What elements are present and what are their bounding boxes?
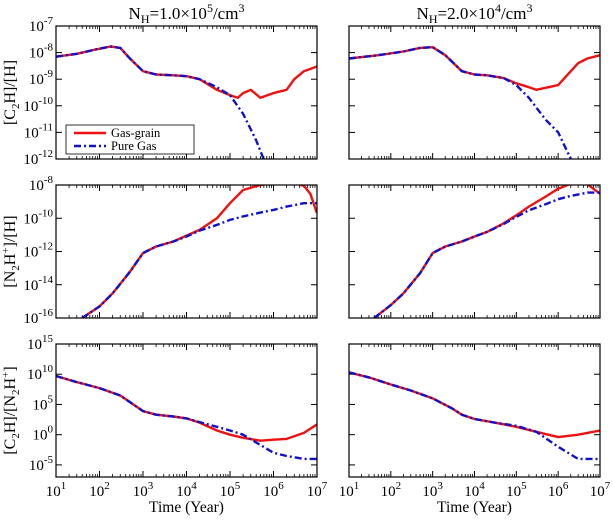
- x-tick-label: 106: [548, 480, 569, 500]
- axes-frame: [55, 184, 318, 319]
- y-tick-label: 10-8: [29, 174, 54, 194]
- row-ylabel-1: [C2H]/[H]: [2, 60, 22, 125]
- minor-ticks: [361, 344, 599, 477]
- minor-ticks: [68, 185, 316, 318]
- series-pure-gas: [349, 371, 600, 461]
- y-tick-label: 10-11: [24, 121, 53, 141]
- y-tick-label: 10-7: [29, 15, 54, 35]
- y-tick-label: 10-16: [23, 307, 53, 327]
- panel-r2c0: 101 102 103 104 105 106 107 10-5 100 105 1010 1015: [27, 333, 328, 500]
- legend-box: [65, 124, 195, 155]
- x-tick-label: 101: [339, 480, 360, 500]
- y-tick-label: 10-5: [29, 454, 54, 474]
- y-tick-label: 105: [33, 393, 54, 413]
- series-pure-gas: [349, 46, 573, 159]
- x-tick-label: 106: [263, 480, 284, 500]
- column-title-1: NH=1.0×105/cm3: [129, 1, 245, 26]
- x-tick-label: 107: [307, 480, 328, 500]
- y-tick-label: 10-10: [23, 95, 53, 115]
- column-title-2: NH=2.0×104/cm3: [417, 1, 533, 26]
- x-tick-label: 104: [464, 480, 485, 500]
- x-tick-label: 103: [133, 480, 154, 500]
- y-tick-label: 1010: [27, 363, 54, 383]
- x-tick-label: 102: [381, 480, 402, 500]
- x-tick-label: 105: [506, 480, 527, 500]
- x-tick-label: 101: [46, 480, 67, 500]
- panel-r0c1: [348, 25, 601, 160]
- series-gas-grain: [349, 371, 600, 439]
- y-tick-label: 100: [33, 424, 54, 444]
- series-gas-grain: [81, 185, 317, 318]
- x-tick-label: 104: [176, 480, 197, 500]
- x-axis-labels: Time (Year) Time (Year): [149, 499, 512, 516]
- x-tick-label: 107: [590, 480, 611, 500]
- x-tick-label: 102: [89, 480, 110, 500]
- x-tick-label: 103: [422, 480, 443, 500]
- axes-frame: [348, 184, 601, 319]
- row-ylabels: [C2H]/[H] [N2H+]/[H] [C2H]/[N2H+]: [0, 60, 22, 455]
- axes-frame: [348, 25, 601, 160]
- series-gas-grain: [373, 185, 600, 318]
- axes-frame: [348, 343, 601, 478]
- y-tick-label: 10-12: [23, 241, 53, 261]
- y-tick-label: 10-10: [23, 207, 53, 227]
- series-pure-gas: [56, 45, 265, 159]
- series-gas-grain: [56, 374, 317, 442]
- series-pure-gas: [81, 201, 317, 318]
- panel-r1c1: [348, 184, 601, 319]
- y-tick-label: 1015: [27, 333, 54, 353]
- minor-ticks: [68, 344, 316, 477]
- y-tick-label: 10-12: [23, 148, 53, 168]
- x-axis-label-2: Time (Year): [437, 499, 512, 516]
- y-tick-label: 10-14: [23, 274, 53, 294]
- y-tick-label: 10-9: [29, 68, 54, 88]
- legend-label-pure-gas: Pure Gas: [111, 139, 157, 153]
- legend-label-gas-grain: Gas-grain: [111, 126, 161, 140]
- panels: 10-12 10-11 10-10 10-9 10-8 10-7 Gas-grainPure…: [23, 15, 610, 500]
- column-titles: NH=1.0×105/cm3 NH=2.0×104/cm3: [129, 1, 533, 26]
- row-ylabel-3: [C2H]/[N2H+]: [0, 366, 22, 454]
- y-tick-label: 10-8: [29, 42, 54, 62]
- axes-frame: [55, 343, 318, 478]
- x-tick-label: 105: [220, 480, 241, 500]
- series-pure-gas: [373, 191, 600, 318]
- row-ylabel-2: [N2H+]/[H]: [0, 215, 22, 287]
- panel-r0c0: 10-12 10-11 10-10 10-9 10-8 10-7 Gas-grainPure…: [23, 15, 318, 168]
- panel-r1c0: 10-16 10-14 10-12 10-10 10-8: [23, 174, 318, 327]
- series-gas-grain: [349, 46, 600, 92]
- panel-r2c1: 101 102 103 104 105 106 107: [339, 343, 611, 500]
- series-gas-grain: [56, 45, 317, 100]
- axes-frame: [55, 25, 318, 160]
- series-pure-gas: [56, 374, 317, 461]
- x-axis-label-1: Time (Year): [149, 499, 224, 516]
